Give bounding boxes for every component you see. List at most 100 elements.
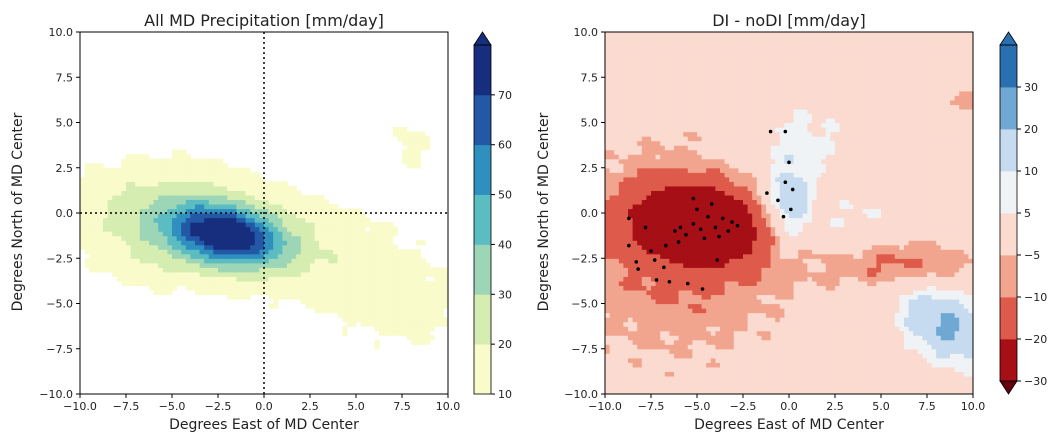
- contour-cell: [715, 312, 721, 318]
- contour-cell: [411, 303, 417, 309]
- contour-cell: [641, 244, 647, 250]
- contour-cell: [158, 194, 164, 201]
- contour-cell: [623, 41, 629, 47]
- contour-cell: [706, 389, 712, 394]
- contour-cell: [135, 158, 141, 164]
- contour-cell: [651, 326, 657, 332]
- contour-cell: [710, 285, 716, 291]
- contour-cell: [245, 199, 251, 205]
- contour-cell: [747, 50, 753, 56]
- contour-cell: [264, 244, 270, 250]
- contour-cell: [323, 235, 329, 241]
- contour-cell: [153, 249, 159, 255]
- contour-cell: [761, 339, 767, 345]
- contour-cell: [738, 203, 744, 210]
- contour-cell: [126, 222, 132, 228]
- colorbar-extend-max: [473, 31, 492, 46]
- contour-cell: [761, 303, 767, 309]
- contour-cell: [692, 303, 698, 309]
- contour-cell: [660, 271, 666, 277]
- contour-cell: [761, 163, 767, 169]
- contour-cell: [618, 90, 624, 96]
- contour-cell: [241, 289, 247, 296]
- contour-cell: [310, 217, 316, 223]
- contour-cell: [632, 81, 638, 87]
- contour-cell: [429, 267, 435, 273]
- contour-cell: [701, 339, 707, 345]
- contour-cell: [655, 104, 661, 110]
- contour-cell: [674, 136, 680, 142]
- contour-cell: [761, 321, 767, 327]
- contour-cell: [738, 158, 744, 164]
- contour-cell: [185, 222, 191, 228]
- contour-cell: [646, 32, 652, 38]
- contour-cell: [651, 366, 657, 372]
- contour-cell: [660, 185, 666, 191]
- contour-cell: [98, 172, 104, 178]
- contour-cell: [687, 280, 693, 287]
- contour-cell: [720, 357, 726, 363]
- contour-cell: [291, 231, 297, 237]
- contour-cell: [231, 240, 237, 246]
- contour-cell: [231, 217, 237, 223]
- contour-cell: [605, 380, 611, 386]
- contour-cell: [98, 267, 104, 273]
- contour-cell: [356, 267, 362, 273]
- contour-cell: [323, 271, 329, 277]
- contour-cell: [655, 50, 661, 56]
- contour-cell: [743, 362, 749, 368]
- contour-cell: [609, 194, 615, 201]
- contour-cell: [614, 194, 620, 201]
- contour-cell: [752, 308, 758, 314]
- contour-cell: [98, 203, 104, 210]
- contour-cell: [678, 326, 684, 332]
- contour-cell: [181, 222, 187, 228]
- contour-cell: [614, 122, 620, 128]
- contour-cell: [605, 190, 611, 196]
- contour-cell: [766, 326, 772, 332]
- contour-cell: [618, 185, 624, 191]
- contour-cell: [176, 240, 182, 246]
- contour-cell: [729, 32, 735, 38]
- contour-cell: [664, 366, 670, 372]
- contour-cell: [743, 50, 749, 56]
- contour-cell: [664, 249, 670, 255]
- contour-cell: [710, 36, 716, 42]
- contour-cell: [356, 244, 362, 250]
- contour-cell: [729, 50, 735, 56]
- contour-cell: [411, 326, 417, 332]
- contour-cell: [756, 81, 762, 87]
- contour-cell: [660, 145, 666, 151]
- contour-cell: [213, 203, 219, 210]
- contour-cell: [664, 127, 670, 133]
- contour-cell: [231, 190, 237, 196]
- contour-cell: [701, 149, 707, 155]
- contour-cell: [618, 54, 624, 60]
- contour-cell: [697, 95, 703, 101]
- contour-cell: [605, 86, 611, 92]
- contour-cell: [756, 99, 762, 106]
- contour-cell: [715, 145, 721, 151]
- contour-cell: [383, 231, 389, 237]
- contour-cell: [609, 90, 615, 96]
- contour-cell: [305, 244, 311, 250]
- contour-cell: [406, 136, 412, 142]
- contour-cell: [259, 217, 265, 223]
- contour-cell: [402, 303, 408, 309]
- contour-cell: [729, 127, 735, 133]
- contour-cell: [415, 298, 421, 305]
- contour-cell: [756, 312, 762, 318]
- contour-cell: [144, 181, 150, 187]
- contour-cell: [126, 163, 132, 169]
- contour-cell: [605, 176, 611, 182]
- contour-cell: [80, 199, 86, 205]
- contour-cell: [641, 41, 647, 47]
- contour-cell: [121, 185, 127, 191]
- contour-cell: [609, 181, 615, 187]
- contour-cell: [296, 267, 302, 273]
- contour-cell: [632, 276, 638, 282]
- contour-cell: [213, 262, 219, 268]
- contour-cell: [241, 203, 247, 210]
- contour-cell: [720, 298, 726, 305]
- contour-cell: [655, 122, 661, 128]
